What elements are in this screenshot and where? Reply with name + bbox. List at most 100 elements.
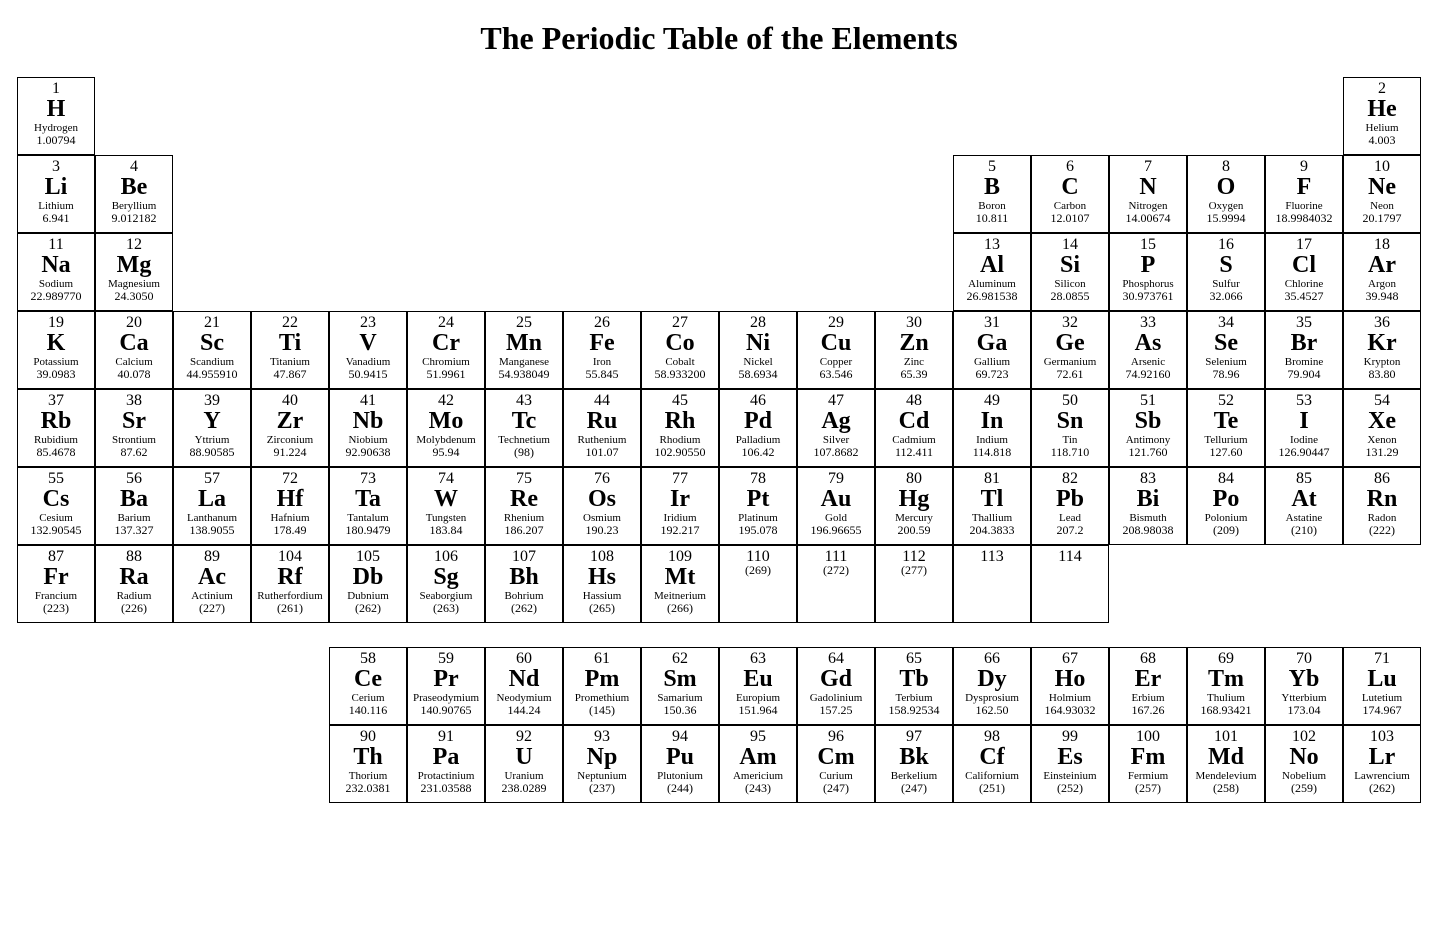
atomic-mass: 4.003 — [1369, 134, 1396, 147]
element-symbol: Pb — [1056, 486, 1084, 512]
element-symbol: Fr — [43, 564, 68, 590]
atomic-mass: 40.078 — [118, 368, 151, 381]
atomic-mass: 118.710 — [1051, 446, 1090, 459]
element-cell: 87FrFrancium(223) — [17, 545, 95, 623]
element-cell: 71LuLutetium174.967 — [1343, 647, 1421, 725]
element-cell: 7NNitrogen14.00674 — [1109, 155, 1187, 233]
atomic-mass: 54.938049 — [499, 368, 550, 381]
element-symbol: O — [1217, 174, 1236, 200]
element-symbol: Y — [203, 408, 220, 434]
atomic-mass: (265) — [589, 602, 615, 615]
atomic-mass: 83.80 — [1369, 368, 1396, 381]
element-cell: 113 — [953, 545, 1031, 623]
atomic-mass: 85.4678 — [37, 446, 76, 459]
atomic-mass: (243) — [745, 782, 771, 795]
atomic-mass: (258) — [1213, 782, 1239, 795]
element-symbol: Cd — [899, 408, 930, 434]
element-cell: 79AuGold196.96655 — [797, 467, 875, 545]
element-symbol: Ta — [355, 486, 381, 512]
element-cell: 86RnRadon(222) — [1343, 467, 1421, 545]
element-cell: 77IrIridium192.217 — [641, 467, 719, 545]
atomic-mass: 22.989770 — [31, 290, 82, 303]
element-cell: 70YbYtterbium173.04 — [1265, 647, 1343, 725]
element-cell: 16SSulfur32.066 — [1187, 233, 1265, 311]
element-symbol: Tc — [512, 408, 536, 434]
element-cell: 8OOxygen15.9994 — [1187, 155, 1265, 233]
element-symbol: Nb — [353, 408, 384, 434]
element-cell: 104RfRutherfordium(261) — [251, 545, 329, 623]
element-cell: 100FmFermium(257) — [1109, 725, 1187, 803]
atomic-mass: 102.90550 — [655, 446, 706, 459]
element-symbol: Rh — [665, 408, 696, 434]
element-cell: 105DbDubnium(262) — [329, 545, 407, 623]
element-cell: 35BrBromine79.904 — [1265, 311, 1343, 389]
element-cell: 24CrChromium51.9961 — [407, 311, 485, 389]
element-symbol: Ru — [587, 408, 618, 434]
atomic-mass: 55.845 — [586, 368, 619, 381]
atomic-mass: (237) — [589, 782, 615, 795]
element-cell: 34SeSelenium78.96 — [1187, 311, 1265, 389]
atomic-mass: (277) — [901, 564, 927, 577]
spacer — [10, 623, 1428, 647]
element-cell: 64GdGadolinium157.25 — [797, 647, 875, 725]
atomic-mass: 126.90447 — [1279, 446, 1330, 459]
atomic-mass: (262) — [355, 602, 381, 615]
element-cell: 107BhBohrium(262) — [485, 545, 563, 623]
element-symbol: Hs — [588, 564, 616, 590]
atomic-mass: 162.50 — [976, 704, 1009, 717]
atomic-mass: (269) — [745, 564, 771, 577]
atomic-mass: 137.327 — [115, 524, 154, 537]
periodic-table-main: 1HHydrogen1.007942HeHelium4.0033LiLithiu… — [10, 77, 1428, 623]
element-symbol: Rf — [277, 564, 302, 590]
element-cell: 54XeXenon131.29 — [1343, 389, 1421, 467]
element-symbol: Bi — [1137, 486, 1160, 512]
element-symbol: N — [1139, 174, 1156, 200]
element-symbol: Db — [353, 564, 384, 590]
element-cell: 109MtMeitnerium(266) — [641, 545, 719, 623]
element-cell: 59PrPraseodymium140.90765 — [407, 647, 485, 725]
element-symbol: W — [434, 486, 458, 512]
element-symbol: Np — [587, 744, 618, 770]
atomic-mass: (209) — [1213, 524, 1239, 537]
element-cell: 10NeNeon20.1797 — [1343, 155, 1421, 233]
element-symbol: U — [515, 744, 532, 770]
element-cell: 69TmThulium168.93421 — [1187, 647, 1265, 725]
element-cell: 12MgMagnesium24.3050 — [95, 233, 173, 311]
atomic-mass: (259) — [1291, 782, 1317, 795]
element-symbol: Te — [1214, 408, 1238, 434]
element-cell: 81TlThallium204.3833 — [953, 467, 1031, 545]
atomic-mass: 88.90585 — [190, 446, 235, 459]
element-cell: 85AtAstatine(210) — [1265, 467, 1343, 545]
element-symbol: Ir — [670, 486, 690, 512]
element-symbol: Hf — [277, 486, 304, 512]
element-symbol: Pm — [585, 666, 620, 692]
element-cell: 29CuCopper63.546 — [797, 311, 875, 389]
element-symbol: Lr — [1369, 744, 1396, 770]
element-cell: 65TbTerbium158.92534 — [875, 647, 953, 725]
element-cell: 60NdNeodymium144.24 — [485, 647, 563, 725]
element-cell: 28NiNickel58.6934 — [719, 311, 797, 389]
atomic-mass: 12.0107 — [1051, 212, 1090, 225]
element-symbol: S — [1219, 252, 1232, 278]
element-symbol: Xe — [1368, 408, 1396, 434]
atomic-mass: 10.811 — [976, 212, 1009, 225]
element-cell: 114 — [1031, 545, 1109, 623]
atomic-mass: 168.93421 — [1201, 704, 1252, 717]
element-cell: 91PaProtactinium231.03588 — [407, 725, 485, 803]
atomic-mass: 231.03588 — [421, 782, 472, 795]
atomic-mass: 47.867 — [274, 368, 307, 381]
atomic-mass: 44.955910 — [187, 368, 238, 381]
element-symbol: Al — [980, 252, 1004, 278]
atomic-mass: 26.981538 — [967, 290, 1018, 303]
element-cell: 111(272) — [797, 545, 875, 623]
atomic-mass: (227) — [199, 602, 225, 615]
element-cell: 4BeBeryllium9.012182 — [95, 155, 173, 233]
atomic-mass: 190.23 — [586, 524, 619, 537]
element-cell: 46PdPalladium106.42 — [719, 389, 797, 467]
atomic-mass: 127.60 — [1210, 446, 1243, 459]
element-cell: 82PbLead207.2 — [1031, 467, 1109, 545]
element-symbol: P — [1141, 252, 1156, 278]
element-symbol: Zn — [899, 330, 928, 356]
atomic-mass: 144.24 — [508, 704, 541, 717]
atomic-mass: 63.546 — [820, 368, 853, 381]
